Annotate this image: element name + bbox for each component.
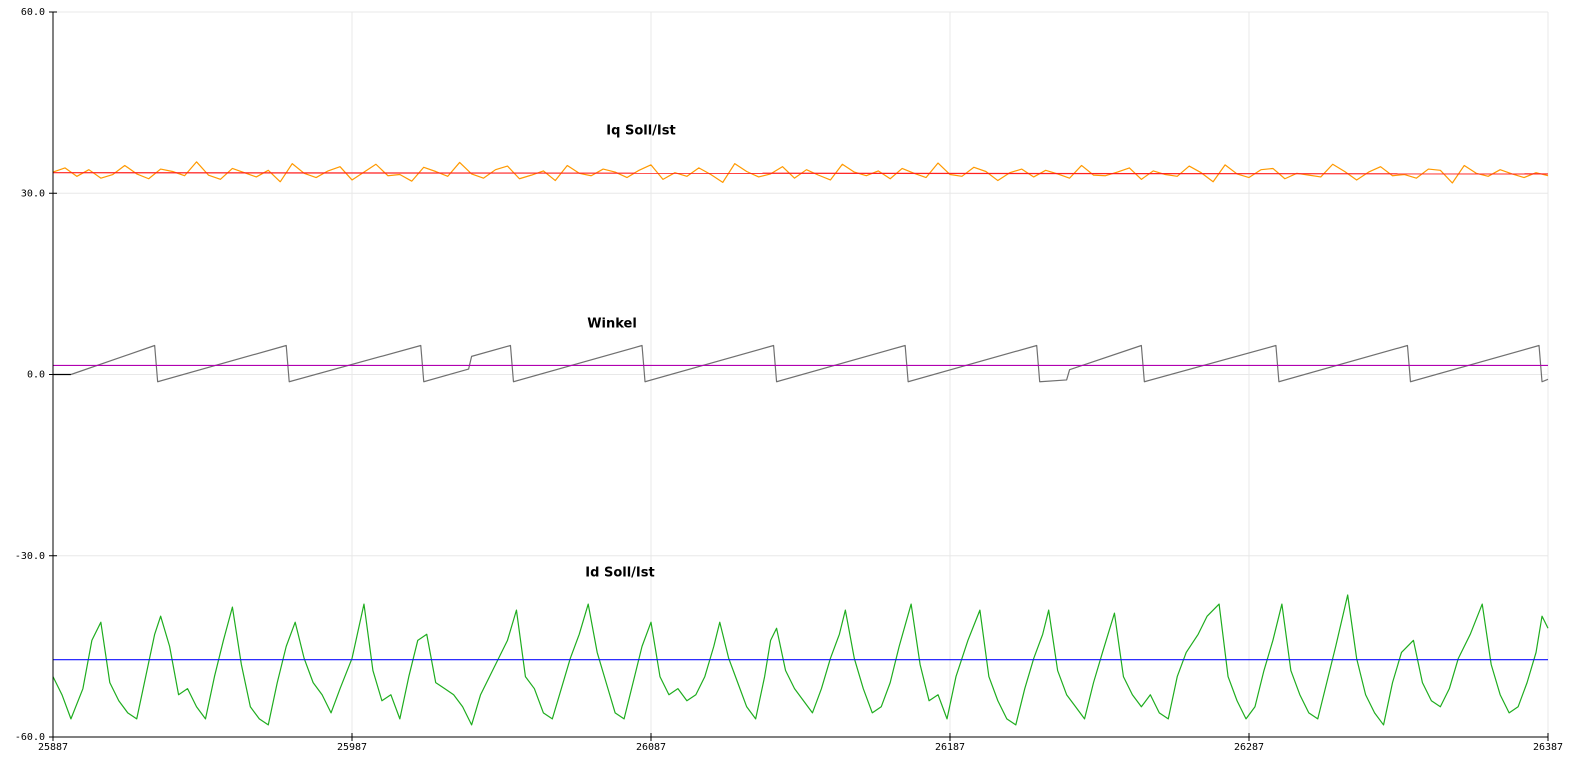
y-tick-label: 0.0 xyxy=(27,370,45,381)
x-tick-label: 26287 xyxy=(1234,742,1264,753)
x-tick-label: 26087 xyxy=(636,742,666,753)
annotation: Iq Soll/Ist xyxy=(606,124,675,139)
y-tick-label: -60.0 xyxy=(15,732,45,743)
plot-area xyxy=(52,161,1549,726)
x-tick-label: 25887 xyxy=(38,742,68,753)
y-tick-label: 60.0 xyxy=(21,7,45,18)
x-tick-label: 26387 xyxy=(1533,742,1563,753)
data-line xyxy=(52,172,1549,175)
axes: -60.0 -30.0 0.0 30.0 60.0 25887 25987 26087 2618… xyxy=(15,7,1563,753)
y-tick-label: -30.0 xyxy=(15,551,45,562)
annotation: Id Soll/Ist xyxy=(585,566,654,581)
y-tick-label: 30.0 xyxy=(21,188,45,199)
data-line xyxy=(52,594,1549,726)
data-line xyxy=(70,344,1549,383)
x-tick-label: 26187 xyxy=(935,742,965,753)
x-tick-label: 25987 xyxy=(337,742,367,753)
annotation: Winkel xyxy=(587,317,637,332)
